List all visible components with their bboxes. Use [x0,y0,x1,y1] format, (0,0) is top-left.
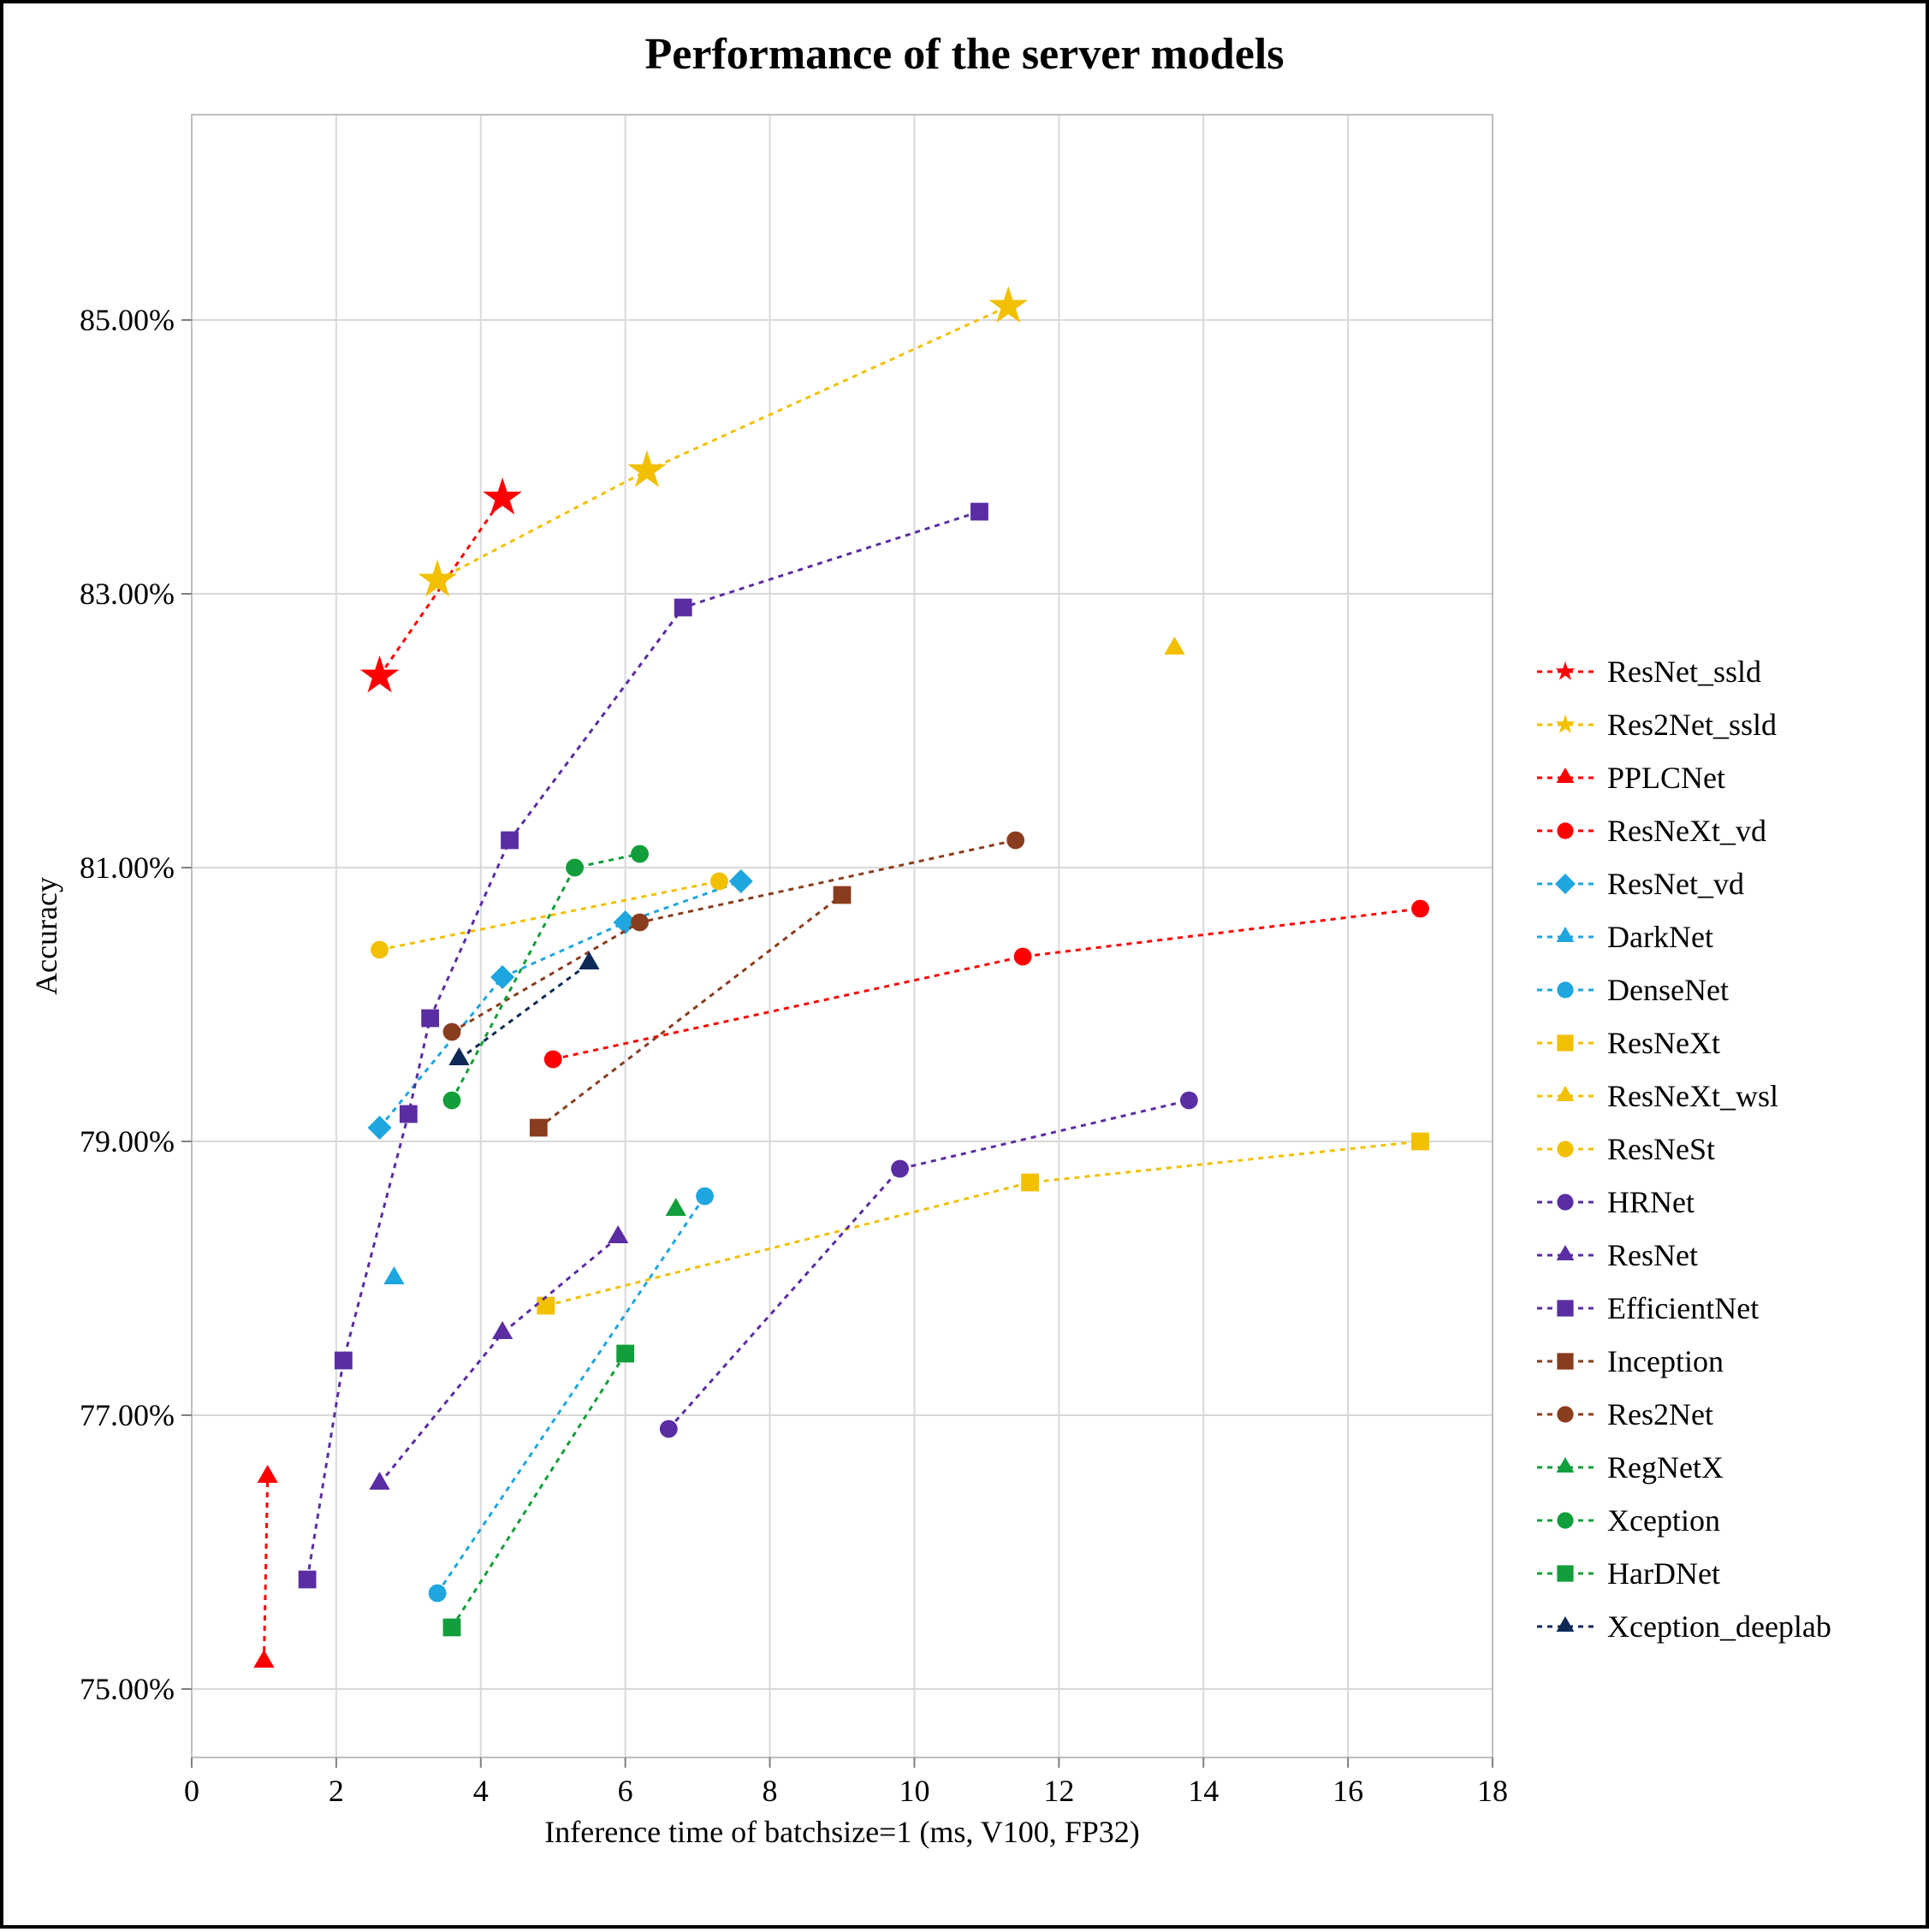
x-tick-label: 2 [329,1773,344,1809]
y-tick-label: 75.00% [80,1671,175,1707]
legend-swatch-icon [1535,765,1595,791]
y-tick-label: 85.00% [80,302,175,338]
series-Xception [443,845,649,1110]
legend-swatch-icon [1535,1295,1595,1321]
legend-item: DarkNet [1535,910,1831,963]
series-Res2Net_ssld [418,286,1028,596]
legend-swatch-icon [1535,1242,1595,1268]
x-axis-label: Inference time of batchsize=1 (ms, V100,… [544,1814,1139,1850]
series-PPLCNet [253,1465,277,1668]
y-tick-label: 79.00% [80,1123,175,1159]
legend-swatch-icon [1535,1561,1595,1586]
legend-swatch-icon [1535,712,1595,738]
series-DarkNet [383,1266,404,1284]
legend-swatch-icon [1535,1083,1595,1109]
legend-swatch-icon [1535,1136,1595,1162]
legend-label: DarkNet [1607,919,1713,955]
legend-label: EfficientNet [1607,1290,1759,1326]
x-tick-label: 14 [1188,1773,1219,1809]
legend-swatch-icon [1535,1189,1595,1215]
legend-label: Xception_deeplab [1607,1609,1831,1645]
legend-label: Res2Net_ssld [1607,707,1777,743]
legend-label: RegNetX [1607,1449,1724,1485]
series-Res2Net [443,832,1024,1041]
legend-swatch-icon [1535,1348,1595,1374]
legend-label: HarDNet [1607,1556,1720,1591]
legend-item: ResNet_ssld [1535,645,1831,698]
series-HRNet [660,1092,1198,1438]
legend-swatch-icon [1535,1455,1595,1480]
legend-item: HarDNet [1535,1547,1831,1600]
chart-legend: ResNet_ssld Res2Net_ssld PPLCNet ResNeXt_vd… [1535,645,1831,1653]
chart-frame: Performance of the server models 0246810… [0,0,1929,1929]
series-EfficientNet [299,503,988,1589]
legend-item: ResNeXt [1535,1016,1831,1070]
legend-item: ResNeXt_vd [1535,804,1831,857]
legend-swatch-icon [1535,818,1595,844]
series-Inception [530,886,851,1137]
y-axis-label: Accuracy [28,877,64,995]
legend-swatch-icon [1535,924,1595,950]
legend-label: ResNeXt_vd [1607,813,1766,849]
x-tick-label: 10 [899,1773,929,1809]
legend-label: DenseNet [1607,972,1729,1008]
y-tick-label: 77.00% [80,1397,175,1433]
x-tick-label: 18 [1477,1773,1508,1809]
legend-label: ResNet_ssld [1607,654,1761,690]
legend-swatch-icon [1535,1402,1595,1427]
series-HarDNet [443,1345,634,1637]
series-ResNeXt_vd [544,900,1429,1069]
legend-label: ResNeSt [1607,1131,1715,1167]
legend-swatch-icon [1535,871,1595,897]
legend-item: EfficientNet [1535,1282,1831,1335]
legend-swatch-icon [1535,1614,1595,1639]
legend-item: DenseNet [1535,963,1831,1016]
x-tick-label: 0 [184,1773,199,1809]
legend-item: ResNet_vd [1535,857,1831,910]
x-tick-label: 16 [1332,1773,1363,1809]
legend-label: ResNeXt [1607,1025,1720,1061]
x-tick-label: 8 [763,1773,778,1809]
legend-item: Res2Net_ssld [1535,698,1831,751]
legend-label: ResNet_vd [1607,866,1744,902]
y-tick-label: 83.00% [80,576,175,612]
x-tick-label: 12 [1043,1773,1074,1809]
series-ResNeXt_wsl [1164,637,1184,655]
legend-label: PPLCNet [1607,760,1725,796]
legend-swatch-icon [1535,1508,1595,1533]
legend-swatch-icon [1535,1030,1595,1056]
legend-item: HRNet [1535,1176,1831,1229]
series-ResNet_vd [368,869,753,1140]
legend-label: Res2Net [1607,1396,1713,1432]
legend-item: Xception [1535,1494,1831,1547]
legend-item: PPLCNet [1535,751,1831,804]
legend-label: ResNeXt_wsl [1607,1078,1778,1114]
legend-swatch-icon [1535,977,1595,1003]
legend-item: ResNeSt [1535,1123,1831,1176]
y-tick-label: 81.00% [80,850,175,886]
x-tick-label: 4 [473,1773,489,1809]
series-ResNet [369,1225,628,1490]
legend-swatch-icon [1535,659,1595,684]
legend-item: Res2Net [1535,1388,1831,1441]
legend-item: ResNeXt_wsl [1535,1070,1831,1123]
series-ResNeXt [537,1133,1429,1315]
legend-item: ResNet [1535,1229,1831,1282]
legend-item: Xception_deeplab [1535,1600,1831,1653]
legend-label: Xception [1607,1502,1720,1538]
legend-label: Inception [1607,1343,1724,1379]
series-DenseNet [429,1188,714,1603]
legend-label: ResNet [1607,1237,1698,1273]
legend-item: Inception [1535,1335,1831,1388]
legend-item: RegNetX [1535,1441,1831,1494]
series-RegNetX [666,1198,686,1216]
legend-label: HRNet [1607,1184,1695,1220]
x-tick-label: 6 [618,1773,633,1809]
